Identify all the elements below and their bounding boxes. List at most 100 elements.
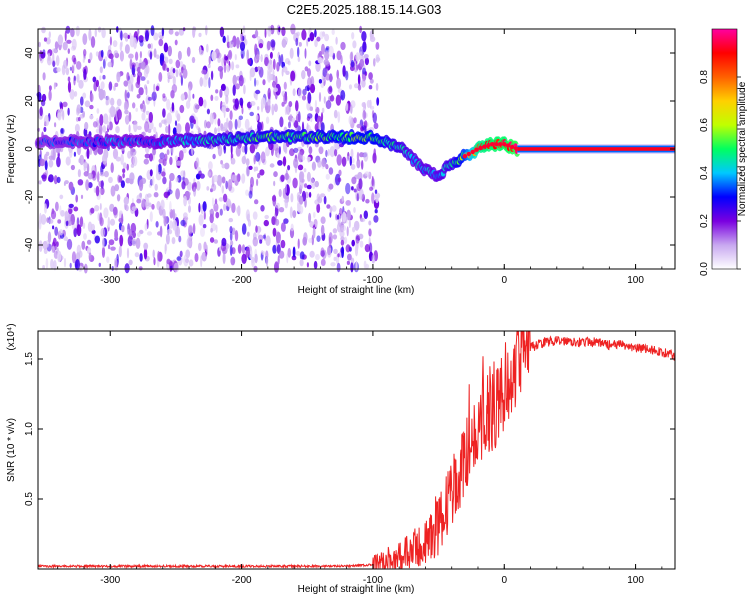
spectrogram-noise-cell — [68, 208, 73, 215]
spectrogram-noise-cell — [56, 176, 61, 184]
y-tick-label: 1.5 — [24, 352, 35, 366]
spectrogram-noise-cell — [254, 66, 259, 73]
spectrogram-noise-cell — [229, 226, 233, 234]
spectrogram-noise-cell — [333, 109, 338, 119]
spectrogram-noise-cell — [95, 79, 99, 88]
spectrogram-ridge-peak — [474, 147, 479, 152]
spectrogram-noise-cell — [73, 151, 76, 157]
y-tick-label: 1.0 — [24, 422, 35, 436]
spectrogram-noise-cell — [215, 211, 220, 219]
spectrogram-noise-cell — [112, 206, 118, 216]
spectrogram-noise-cell — [298, 195, 304, 205]
spectrogram-ridge-peak — [513, 146, 519, 151]
spectrogram-noise-cell — [66, 220, 73, 226]
spectrogram-noise-cell — [176, 256, 182, 261]
spectrogram-noise-cell — [369, 78, 374, 84]
spectrogram-noise-cell — [173, 262, 180, 273]
spectrogram-noise-cell — [74, 91, 78, 97]
spectrogram-noise-cell — [44, 203, 47, 214]
spectrogram-noise-cell — [215, 224, 218, 233]
spectrogram-noise-cell — [318, 92, 322, 102]
spectrogram-noise-cell — [368, 72, 373, 80]
spectrogram-noise-cell — [45, 240, 50, 248]
spectrogram-noise-cell — [82, 33, 88, 45]
spectrogram-noise-cell — [272, 74, 276, 83]
spectrogram-noise-cell — [169, 156, 173, 166]
spectrogram-noise-cell — [169, 201, 172, 213]
spectrogram-noise-cell — [278, 188, 282, 198]
spectrogram-noise-cell — [123, 101, 129, 112]
spectrogram-noise-cell — [149, 169, 153, 177]
spectrogram-noise-cell — [198, 170, 202, 177]
spectrogram-noise-cell — [133, 120, 138, 133]
spectrogram-noise-cell — [278, 54, 282, 67]
spectrogram-noise-cell — [132, 231, 136, 239]
figure-title: C2E5.2025.188.15.14.G03 — [287, 2, 442, 17]
spectrogram-noise-cell — [369, 242, 373, 254]
spectrogram-noise-cell — [82, 222, 86, 229]
spectrogram-noise-cell — [299, 251, 305, 260]
colorbar-tick-label: 0.4 — [699, 166, 710, 180]
snr-x-axis-label: Height of straight line (km) — [298, 584, 415, 595]
spectrogram-noise-cell — [286, 104, 291, 116]
spectrogram-noise-cell — [329, 95, 335, 102]
spectrogram-noise-cell — [271, 103, 275, 116]
spectrogram-noise-cell — [371, 175, 374, 187]
spectrogram-noise-cell — [183, 254, 189, 267]
spectrogram-noise-cell — [351, 32, 355, 40]
spectrogram-noise-cell — [335, 36, 338, 45]
spectrogram-noise-cell — [222, 35, 226, 44]
spectrogram-noise-cell — [292, 88, 296, 97]
spectrogram-noise-cell — [346, 155, 350, 162]
spectrogram-noise-cell — [327, 86, 333, 95]
spectrogram-noise-cell — [371, 254, 376, 264]
spectrogram-noise-cell — [306, 156, 312, 161]
spectrogram-noise-cell — [273, 103, 278, 113]
spectrogram-noise-cell — [64, 180, 69, 185]
spectrogram-noise-cell — [86, 147, 90, 160]
spectrogram-noise-cell — [143, 242, 149, 250]
spectrogram-noise-cell — [336, 222, 342, 233]
spectrogram-noise-cell — [265, 255, 269, 267]
x-tick-label: 0 — [501, 275, 507, 286]
spectrogram-noise-cell — [310, 177, 315, 186]
y-tick-label: -40 — [24, 237, 35, 252]
snr-panel: -300 -200 -100 0 100 0.5 1.0 1.5 Height of str… — [6, 323, 676, 595]
spectrogram-noise-cell — [301, 95, 307, 101]
spectrogram-noise-cell — [188, 205, 191, 213]
spectrogram-noise-cell — [88, 28, 92, 41]
spectrogram-noise-cell — [345, 182, 351, 195]
spectrogram-noise-cell — [149, 211, 153, 223]
spectrogram-noise-cell — [317, 159, 322, 168]
spectrogram-noise-cell — [40, 214, 47, 225]
spectrogram-noise-cell — [103, 170, 109, 178]
spectrogram-noise-cell — [232, 174, 237, 182]
spectrogram-noise-cell — [188, 93, 191, 103]
spectrogram-noise-cell — [337, 177, 342, 182]
spectrogram-noise-cell — [340, 224, 347, 232]
spectrogram-noise-cell — [54, 226, 59, 236]
spectrogram-noise-cell — [145, 86, 148, 96]
spectrogram-noise-cell — [240, 31, 244, 42]
spectrogram-noise-cell — [238, 75, 244, 87]
spectrogram-noise-cell — [75, 258, 80, 271]
spectrogram-noise-cell — [255, 114, 259, 121]
spectrogram-noise-cell — [287, 60, 291, 66]
spectrogram-noise-cell — [316, 193, 321, 202]
spectrogram-noise-cell — [42, 265, 45, 270]
spectrogram-noise-cell — [212, 153, 216, 160]
spectrogram-noise-cell — [98, 88, 105, 101]
spectrogram-noise-cell — [136, 198, 142, 204]
spectrogram-noise-cell — [62, 110, 65, 121]
spectrogram-noise-cell — [316, 36, 321, 42]
spectrogram-noise-cell — [151, 91, 157, 102]
spectrogram-noise-cell — [323, 59, 329, 65]
spectrogram-noise-cell — [307, 113, 313, 119]
spectrogram-noise-cell — [94, 28, 98, 38]
spectrogram-noise-cell — [125, 177, 131, 184]
spectrogram-noise-cell — [162, 108, 166, 118]
spectrogram-noise-cell — [172, 68, 176, 74]
spectrogram-noise-cell — [342, 211, 347, 223]
spectrogram-noise-cell — [316, 235, 321, 242]
spectrogram-noise-cell — [334, 149, 338, 157]
